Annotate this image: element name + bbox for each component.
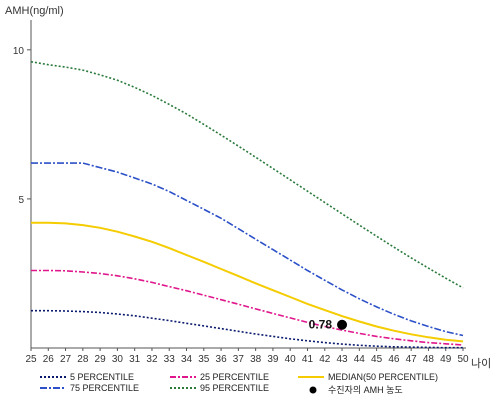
x-tick-label: 28 [77,354,89,365]
y-axis-title: AMH(ng/ml) [5,5,64,17]
x-tick-label: 47 [406,354,418,365]
x-tick-label: 26 [43,354,55,365]
series-line-0 [31,309,463,349]
legend: 5 PERCENTILE 75 PERCENTILE 25 PERCENTILE… [40,372,500,400]
legend-label-median: MEDIAN(50 PERCENTILE) [328,372,439,382]
x-tick-label: 31 [129,354,141,365]
legend-item-median: MEDIAN(50 PERCENTILE) [298,372,438,382]
legend-label-95: 95 PERCENTILE [200,383,270,393]
legend-swatch-median [298,376,324,378]
x-tick-label: 50 [457,354,469,365]
y-tick-label: 10 [13,46,25,57]
amh-chart: AMH(ng/ml) 5 10 25 26 27 28 29 30 31 32 33 34 35 36 3… [5,5,491,370]
legend-item-5: 5 PERCENTILE [40,372,134,382]
legend-item-25: 25 PERCENTILE [170,372,269,382]
x-tick-label: 40 [285,354,297,365]
x-tick-label: 41 [302,354,314,365]
patient-marker [337,319,348,330]
legend-swatch-75 [40,387,66,389]
legend-label-75: 75 PERCENTILE [70,383,140,393]
x-tick-label: 33 [164,354,176,365]
series-line-1 [31,269,464,346]
legend-item-95: 95 PERCENTILE [170,383,269,393]
x-tick-label: 34 [181,354,193,365]
x-tick-label: 39 [267,354,279,365]
y-tick-label: 5 [18,195,24,206]
x-tick-label: 27 [60,354,72,365]
patient-marker-label: 0.78 [309,318,333,332]
x-tick-label: 25 [25,354,37,365]
legend-swatch-marker [309,386,317,393]
series-lines [30,60,464,349]
legend-label-25: 25 PERCENTILE [200,372,270,382]
series-line-3 [31,162,464,337]
x-tick-label: 45 [371,354,383,365]
x-tick-label: 49 [440,354,452,365]
x-tick-label: 30 [112,354,124,365]
series-line-4 [30,60,464,289]
x-ticks: 25 26 27 28 29 30 31 32 33 34 35 36 37 38 39 40 41 42 43 44… [25,348,469,365]
x-axis-title: 나이 [471,357,491,370]
x-tick-label: 42 [319,354,331,365]
x-tick-label: 46 [388,354,400,365]
x-tick-label: 43 [336,354,348,365]
y-ticks: 5 10 [13,46,31,206]
legend-swatch-95 [170,387,196,389]
x-tick-label: 38 [250,354,262,365]
x-tick-label: 29 [95,354,107,365]
x-tick-label: 37 [233,354,245,365]
x-tick-label: 48 [423,354,435,365]
x-tick-label: 36 [216,354,228,365]
series-line-2 [31,221,464,343]
x-tick-label: 32 [146,354,158,365]
legend-swatch-25 [170,376,196,378]
legend-swatch-5 [40,376,66,378]
legend-label-5: 5 PERCENTILE [70,372,135,382]
legend-label-marker: 수진자의 AMH 농도 [328,385,403,395]
legend-item-marker: 수진자의 AMH 농도 [308,383,403,396]
x-tick-label: 44 [354,354,366,365]
x-tick-label: 35 [198,354,210,365]
legend-item-75: 75 PERCENTILE [40,383,139,393]
